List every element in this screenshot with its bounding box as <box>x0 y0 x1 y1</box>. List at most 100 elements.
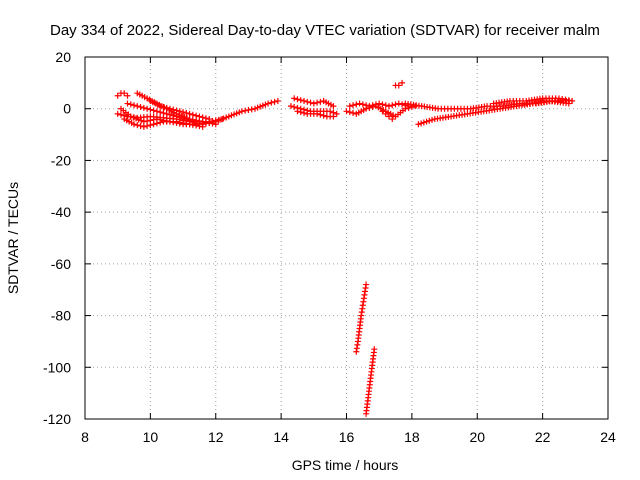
data-points <box>114 79 576 417</box>
y-tick-label: -80 <box>51 308 71 324</box>
data-point <box>420 119 427 126</box>
data-point <box>170 106 177 113</box>
data-point <box>196 123 203 130</box>
data-point <box>399 79 406 86</box>
data-point <box>291 103 298 110</box>
plot-frame <box>84 56 609 420</box>
x-tick-label: 16 <box>339 429 355 445</box>
data-point <box>346 109 353 116</box>
data-point <box>176 108 183 115</box>
data-point <box>186 116 193 123</box>
data-point <box>382 102 389 109</box>
data-point <box>356 100 363 107</box>
data-point <box>382 110 389 117</box>
y-axis-label: SDTVAR / TECUs <box>5 182 21 294</box>
data-point <box>166 105 173 112</box>
y-tick-label: 20 <box>55 49 71 65</box>
data-point <box>376 100 383 107</box>
data-point <box>399 101 406 108</box>
data-point <box>385 113 392 120</box>
data-point <box>127 113 134 120</box>
data-point <box>320 112 327 119</box>
data-point <box>369 102 376 109</box>
data-point <box>565 97 572 104</box>
data-point <box>350 110 357 117</box>
series-drop-2 <box>363 346 378 417</box>
data-point <box>389 102 396 109</box>
data-point <box>251 105 258 112</box>
data-point <box>231 111 238 118</box>
series-band-9 <box>294 108 337 120</box>
series-band-15 <box>490 95 576 107</box>
data-point <box>173 107 180 114</box>
data-point <box>153 120 160 127</box>
data-point <box>426 117 433 124</box>
data-point <box>150 107 157 114</box>
data-point <box>114 110 121 117</box>
data-point <box>562 96 569 103</box>
data-point <box>147 106 154 113</box>
data-point <box>301 97 308 104</box>
data-point <box>314 99 321 106</box>
data-point <box>130 114 137 121</box>
y-tick-label: -40 <box>51 204 71 220</box>
data-point <box>225 113 232 120</box>
x-tick-label: 14 <box>273 429 289 445</box>
data-point <box>265 100 272 107</box>
data-point <box>242 107 249 114</box>
data-point <box>257 103 264 110</box>
data-point <box>363 102 370 109</box>
x-tick-label: 22 <box>535 429 551 445</box>
data-point <box>418 120 425 127</box>
data-point <box>366 103 373 110</box>
data-point <box>245 107 252 114</box>
data-point <box>294 96 301 103</box>
x-tick-label: 12 <box>208 429 224 445</box>
data-point <box>392 101 399 108</box>
data-point <box>228 112 235 119</box>
series-band-8 <box>291 95 337 110</box>
data-point <box>353 101 360 108</box>
data-point <box>157 103 164 110</box>
data-point <box>137 122 144 129</box>
data-point <box>170 112 177 119</box>
series-drop-1 <box>353 281 370 355</box>
data-point <box>307 99 314 106</box>
data-point <box>317 111 324 118</box>
data-point <box>287 103 294 110</box>
data-point <box>199 123 206 130</box>
data-point <box>346 103 353 110</box>
data-point <box>297 97 304 104</box>
data-point <box>153 108 160 115</box>
data-point <box>160 110 167 117</box>
y-tick-label: -60 <box>51 256 71 272</box>
data-point <box>144 122 151 129</box>
data-point <box>189 111 196 118</box>
x-axis-ticks: 8 10 12 14 16 18 20 22 24 <box>81 57 616 445</box>
data-point <box>304 98 311 105</box>
x-tick-label: 10 <box>143 429 159 445</box>
data-point <box>163 110 170 117</box>
data-point <box>121 90 128 97</box>
data-point <box>157 119 164 126</box>
data-point <box>385 103 392 110</box>
y-tick-label: 0 <box>63 101 71 117</box>
data-point <box>117 111 124 118</box>
data-point <box>333 110 340 117</box>
data-point <box>330 103 337 110</box>
data-point <box>157 109 164 116</box>
data-point <box>379 108 386 115</box>
data-point <box>193 118 200 125</box>
data-point <box>134 122 141 129</box>
data-point <box>233 110 240 117</box>
data-point <box>223 114 230 121</box>
data-point <box>238 108 245 115</box>
data-point <box>140 123 147 130</box>
y-tick-label: -100 <box>43 359 71 375</box>
series-cluster-9 <box>114 90 131 99</box>
data-point <box>310 100 317 107</box>
data-point <box>327 108 334 115</box>
data-point <box>127 101 134 108</box>
data-point <box>144 105 151 112</box>
data-point <box>186 110 193 117</box>
